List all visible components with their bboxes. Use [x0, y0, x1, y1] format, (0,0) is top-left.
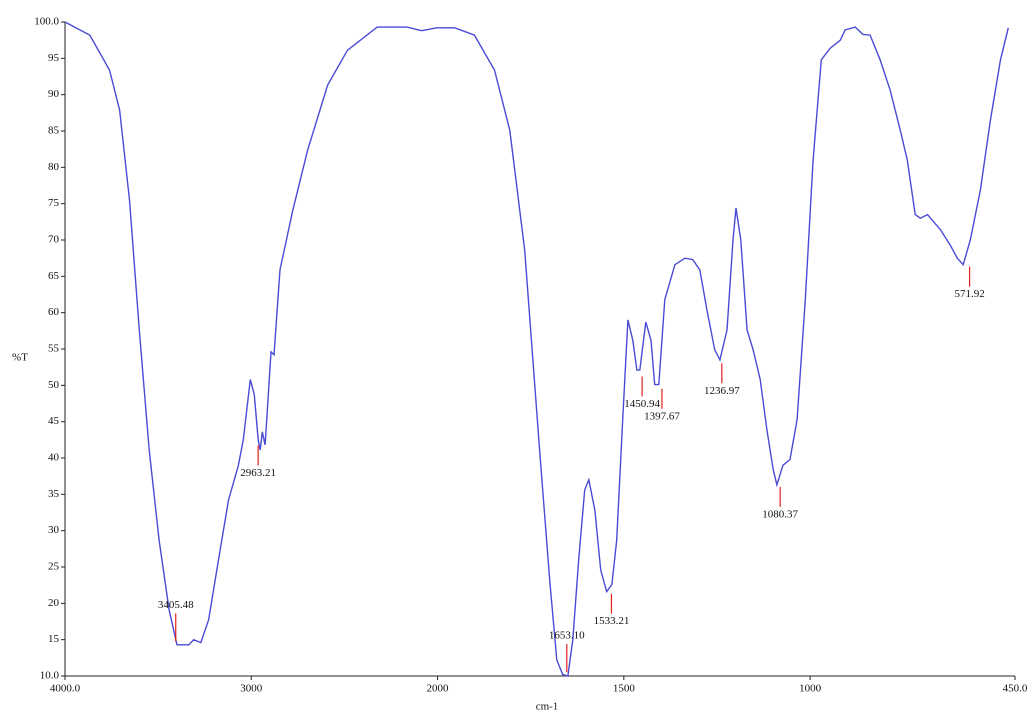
y-tick-label: 15 — [48, 633, 60, 645]
spectrum-line — [64, 21, 1009, 677]
x-tick-label: 4000.0 — [50, 683, 81, 695]
x-tick-label: 2000 — [427, 683, 450, 695]
y-tick-label: 95 — [48, 52, 60, 64]
y-tick-label: 45 — [48, 415, 60, 427]
y-tick-label: 70 — [48, 234, 60, 246]
y-tick-label: 25 — [48, 561, 60, 573]
y-tick-label: 75 — [48, 197, 60, 209]
y-tick-label: 20 — [48, 597, 60, 609]
peak-label: 1397.67 — [644, 410, 680, 422]
y-tick-label: 35 — [48, 488, 60, 500]
y-tick-label: 50 — [48, 379, 60, 391]
peak-label: 1450.94 — [624, 398, 660, 410]
y-tick-label: 10.0 — [40, 670, 60, 682]
x-tick-label: 3000 — [240, 683, 263, 695]
y-tick-label: 60 — [48, 306, 60, 318]
x-axis-label: cm-1 — [536, 701, 559, 713]
peak-label: 1653.10 — [549, 630, 585, 642]
x-tick-label: 1500 — [613, 683, 636, 695]
y-tick-label: 80 — [48, 161, 60, 173]
y-tick-label: 90 — [48, 88, 60, 100]
y-tick-label: 100.0 — [34, 16, 59, 28]
x-tick-label: 450.0 — [1003, 683, 1028, 695]
y-tick-label: 85 — [48, 125, 60, 137]
y-tick-label: 55 — [48, 343, 60, 355]
y-tick-label: 40 — [48, 452, 60, 464]
peak-label: 571.92 — [954, 288, 984, 300]
x-tick-label: 1000 — [799, 683, 822, 695]
peak-label: 3405.48 — [158, 599, 194, 611]
y-tick-label: 65 — [48, 270, 60, 282]
y-tick-label: 30 — [48, 524, 60, 536]
peak-label: 1080.37 — [762, 508, 798, 520]
peak-label: 1533.21 — [594, 615, 630, 627]
peak-label: 2963.21 — [240, 467, 276, 479]
peak-label: 1236.97 — [704, 385, 740, 397]
y-axis-label: %T — [12, 352, 28, 364]
